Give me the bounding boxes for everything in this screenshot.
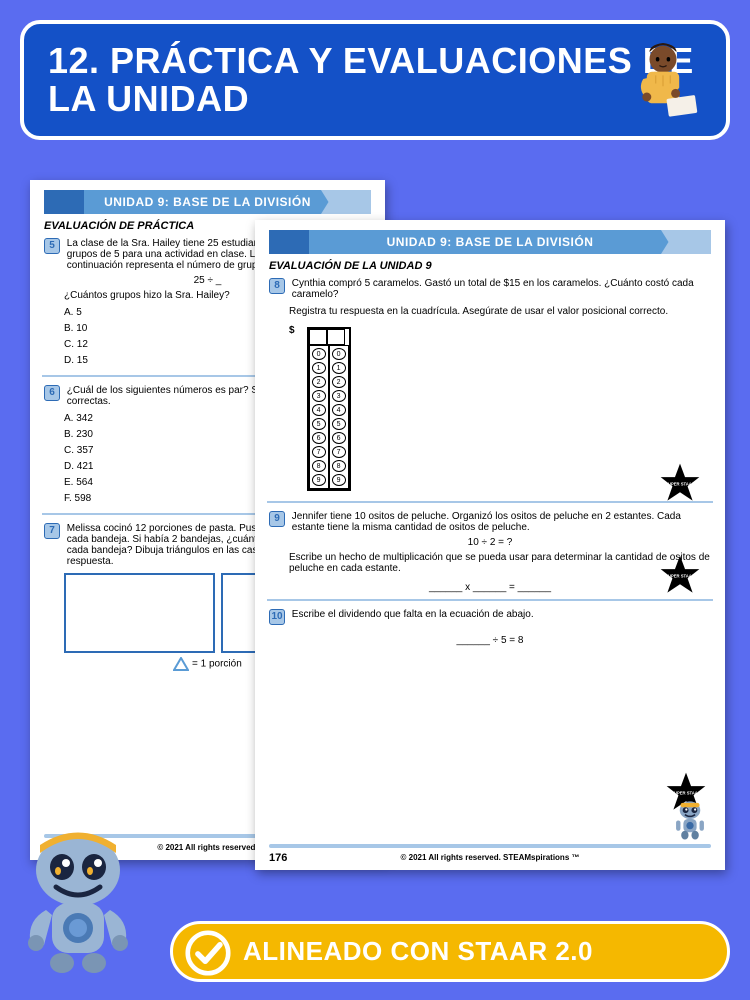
star-icon: SUPER STAAR bbox=[659, 554, 701, 599]
copyright: © 2021 All rights reserved. STEAMspirati… bbox=[255, 853, 725, 862]
checkmark-icon bbox=[185, 930, 231, 976]
section-title: EVALUACIÓN DE LA UNIDAD 9 bbox=[269, 260, 711, 272]
page-title: 12. PRÁCTICA Y EVALUACIONES DE LA UNIDAD bbox=[48, 42, 702, 118]
question-9: 9 Jennifer tiene 10 ositos de peluche. O… bbox=[269, 511, 711, 601]
star-icon: SUPER STAAR bbox=[659, 462, 701, 507]
banner-label: UNIDAD 9: BASE DE LA DIVISIÓN bbox=[84, 190, 331, 214]
svg-text:SUPER STAAR: SUPER STAAR bbox=[665, 482, 695, 487]
student-writing-icon bbox=[618, 34, 708, 129]
worksheet-page-2: UNIDAD 9: BASE DE LA DIVISIÓN EVALUACIÓN… bbox=[255, 220, 725, 870]
svg-text:SUPER STAAR: SUPER STAAR bbox=[671, 791, 701, 796]
staar-badge: ALINEADO CON STAAR 2.0 bbox=[170, 921, 730, 982]
unit-banner: UNIDAD 9: BASE DE LA DIVISIÓN bbox=[269, 230, 711, 254]
title-card: 12. PRÁCTICA Y EVALUACIONES DE LA UNIDAD bbox=[20, 20, 730, 140]
svg-text:SUPER STAAR: SUPER STAAR bbox=[665, 574, 695, 579]
question-number: 5 bbox=[44, 238, 60, 254]
question-10: 10 Escribe el dividendo que falta en la … bbox=[269, 609, 711, 646]
unit-banner: UNIDAD 9: BASE DE LA DIVISIÓN bbox=[44, 190, 371, 214]
question-8: 8 Cynthia compró 5 caramelos. Gastó un t… bbox=[269, 278, 711, 503]
robot-mascot-icon bbox=[8, 815, 148, 980]
answer-grid: 0123456789 0123456789 bbox=[307, 327, 351, 491]
staar-label: ALINEADO CON STAAR 2.0 bbox=[243, 936, 593, 966]
robot-icon bbox=[671, 797, 709, 844]
